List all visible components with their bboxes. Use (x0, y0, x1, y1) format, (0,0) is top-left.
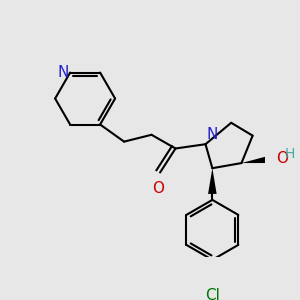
Text: O: O (276, 151, 288, 166)
Polygon shape (208, 168, 217, 194)
Text: Cl: Cl (205, 288, 220, 300)
Polygon shape (242, 154, 274, 163)
Text: O: O (152, 181, 164, 196)
Text: H: H (284, 147, 295, 160)
Text: N: N (57, 65, 68, 80)
Text: N: N (206, 128, 218, 142)
